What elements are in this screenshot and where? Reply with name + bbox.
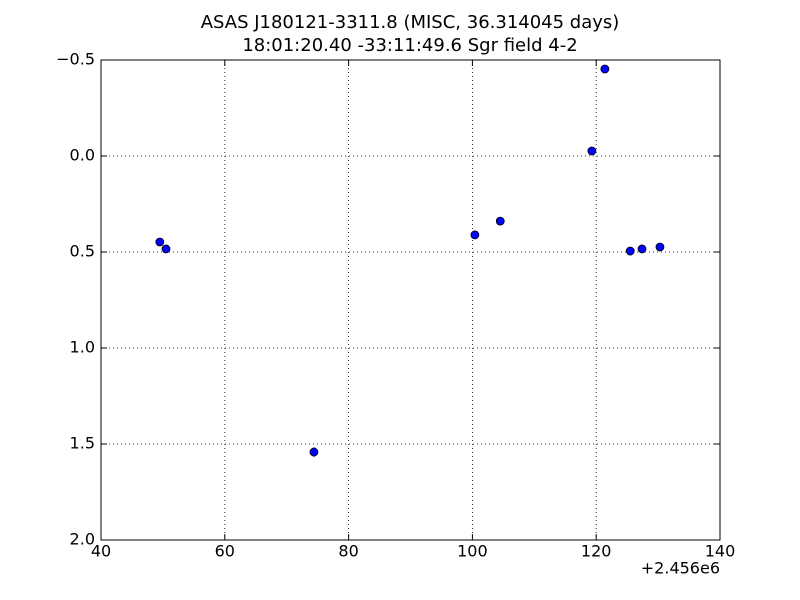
x-tick-label: 60 bbox=[215, 542, 235, 561]
point bbox=[470, 230, 480, 240]
point bbox=[155, 237, 165, 247]
y-tick-label: 1.5 bbox=[70, 434, 95, 453]
point bbox=[495, 216, 505, 226]
y-tick-label: 1.0 bbox=[70, 338, 95, 357]
y-tick-label: 2.0 bbox=[70, 530, 95, 549]
x-tick-label: 100 bbox=[457, 542, 488, 561]
point bbox=[309, 447, 319, 457]
x-tick-label: 80 bbox=[338, 542, 358, 561]
point bbox=[625, 246, 635, 256]
point bbox=[587, 146, 597, 156]
x-tick-label: 120 bbox=[581, 542, 612, 561]
y-tick-label: −0.5 bbox=[56, 50, 95, 69]
x-tick-label: 40 bbox=[91, 542, 111, 561]
point bbox=[600, 64, 610, 74]
point bbox=[655, 242, 665, 252]
plot-frame bbox=[100, 59, 721, 541]
y-tick-label: 0.0 bbox=[70, 146, 95, 165]
y-tick-label: 0.5 bbox=[70, 242, 95, 261]
point bbox=[637, 244, 647, 254]
chart-title: ASAS J180121-3311.8 (MISC, 36.314045 day… bbox=[201, 12, 620, 33]
point bbox=[161, 244, 171, 254]
x-tick-label: 140 bbox=[705, 542, 736, 561]
x-offset-label: +2.456e6 bbox=[641, 559, 720, 578]
chart-subtitle: 18:01:20.40 -33:11:49.6 Sgr field 4-2 bbox=[242, 35, 577, 56]
